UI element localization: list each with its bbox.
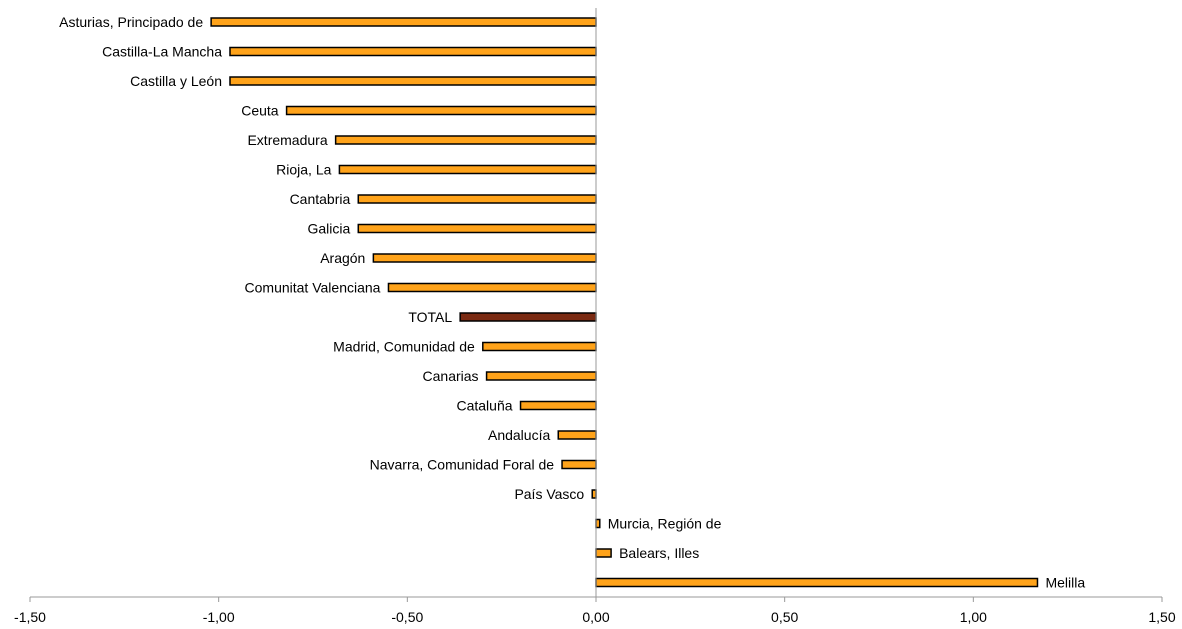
x-tick-label: -1,50	[14, 609, 46, 625]
category-label-melilla: Melilla	[1045, 575, 1085, 591]
x-tick-label: 1,50	[1148, 609, 1175, 625]
bar-melilla	[595, 577, 1039, 588]
bar-cantabria	[357, 194, 597, 204]
category-label-aragon: Aragón	[320, 250, 365, 266]
bar-ceuta	[285, 105, 597, 116]
bar-castilla-la-mancha	[229, 46, 597, 57]
bar-rioja-la	[338, 164, 597, 175]
bar-murcia-region-de	[595, 518, 601, 529]
x-axis: -1,50 -1,00 -0,50 0,00 0,50 1,00 1,50	[14, 8, 1176, 625]
category-label-total: TOTAL	[408, 309, 452, 325]
category-label-extremadura: Extremadura	[247, 132, 327, 148]
bar-canarias	[485, 371, 597, 381]
category-label-asturias-principado-de: Asturias, Principado de	[59, 14, 203, 30]
category-label-castilla-la-mancha: Castilla-La Mancha	[102, 44, 222, 60]
bar-castilla-y-leon	[229, 76, 597, 86]
category-label-castilla-y-leon: Castilla y León	[130, 73, 222, 89]
bars-layer	[210, 17, 1039, 588]
bar-aragon	[372, 253, 597, 263]
category-label-balears-illes: Balears, Illes	[619, 545, 699, 561]
bar-asturias-principado-de	[210, 17, 597, 27]
category-label-cataluna: Cataluña	[456, 398, 512, 414]
x-tick-label: -0,50	[391, 609, 423, 625]
bar-galicia	[357, 223, 597, 234]
x-tick-label: 0,50	[771, 609, 798, 625]
category-label-murcia-region-de: Murcia, Región de	[608, 516, 722, 532]
category-label-navarra-comunidad-foral-de: Navarra, Comunidad Foral de	[370, 457, 555, 473]
category-label-pais-vasco: País Vasco	[514, 486, 584, 502]
bar-madrid-comunidad-de	[482, 341, 597, 352]
bar-extremadura	[334, 135, 597, 145]
category-label-cantabria: Cantabria	[290, 191, 351, 207]
category-label-rioja-la: Rioja, La	[276, 162, 331, 178]
category-label-ceuta: Ceuta	[241, 103, 279, 119]
bar-pais-vasco	[591, 489, 597, 499]
bar-total	[459, 312, 597, 322]
x-tick-label: 0,00	[582, 609, 609, 625]
category-label-galicia: Galicia	[307, 221, 350, 237]
category-label-comunitat-valenciana: Comunitat Valenciana	[245, 280, 381, 296]
bar-balears-illes	[595, 548, 612, 558]
bar-navarra-comunidad-foral-de	[561, 459, 597, 470]
category-labels: Asturias, Principado de Castilla-La Manch…	[59, 14, 1085, 591]
category-label-andalucia: Andalucía	[488, 427, 550, 443]
category-label-madrid-comunidad-de: Madrid, Comunidad de	[333, 339, 475, 355]
x-tick-label: -1,00	[203, 609, 235, 625]
category-label-canarias: Canarias	[423, 368, 479, 384]
bar-andalucia	[557, 430, 597, 440]
x-tick-label: 1,00	[960, 609, 987, 625]
bar-cataluna	[519, 400, 597, 411]
bar-comunitat-valenciana	[387, 282, 597, 293]
